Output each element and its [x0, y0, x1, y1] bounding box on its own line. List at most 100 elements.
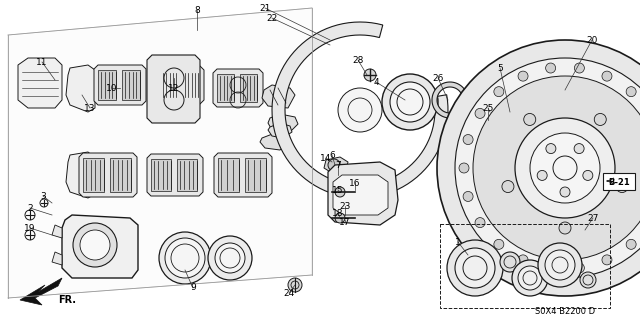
Circle shape [559, 222, 571, 234]
Text: 17: 17 [339, 218, 351, 227]
Text: 9: 9 [190, 284, 196, 292]
Text: 13: 13 [84, 103, 96, 113]
Polygon shape [20, 278, 62, 305]
Circle shape [546, 144, 556, 154]
Circle shape [530, 133, 600, 203]
Polygon shape [156, 66, 204, 104]
Circle shape [580, 272, 596, 288]
Polygon shape [333, 175, 388, 215]
Circle shape [159, 232, 211, 284]
Circle shape [595, 114, 606, 125]
Text: 11: 11 [36, 58, 48, 67]
Text: 21: 21 [259, 4, 271, 12]
Text: 14: 14 [320, 154, 332, 163]
Circle shape [382, 74, 438, 130]
Circle shape [473, 76, 640, 260]
Circle shape [338, 88, 382, 132]
Circle shape [288, 278, 302, 292]
Text: 27: 27 [588, 213, 598, 222]
Text: 18: 18 [332, 209, 344, 218]
Polygon shape [432, 82, 467, 118]
Polygon shape [122, 70, 140, 100]
Circle shape [463, 134, 473, 145]
Polygon shape [217, 74, 234, 102]
Circle shape [459, 163, 469, 173]
Circle shape [515, 118, 615, 218]
Circle shape [463, 191, 473, 202]
Text: 16: 16 [349, 179, 361, 188]
Circle shape [335, 187, 345, 197]
Circle shape [208, 236, 252, 280]
Polygon shape [83, 158, 104, 192]
Polygon shape [94, 65, 146, 105]
Polygon shape [324, 157, 348, 173]
Polygon shape [62, 215, 138, 278]
Polygon shape [160, 71, 176, 99]
Polygon shape [342, 193, 378, 218]
Circle shape [524, 114, 536, 125]
Text: 8: 8 [194, 5, 200, 14]
Polygon shape [262, 85, 295, 108]
Circle shape [626, 239, 636, 249]
Polygon shape [182, 71, 198, 99]
Circle shape [364, 69, 376, 81]
Polygon shape [98, 70, 116, 100]
Text: 10: 10 [106, 84, 118, 92]
Circle shape [455, 58, 640, 278]
Circle shape [626, 87, 636, 97]
Polygon shape [240, 74, 257, 102]
Polygon shape [8, 8, 312, 298]
Circle shape [447, 240, 503, 296]
Circle shape [73, 223, 117, 267]
Text: FR.: FR. [58, 295, 76, 305]
Polygon shape [218, 158, 239, 192]
Polygon shape [177, 159, 197, 191]
Circle shape [500, 252, 520, 272]
Circle shape [574, 63, 584, 73]
Circle shape [512, 260, 548, 296]
Polygon shape [79, 153, 137, 197]
Text: 28: 28 [352, 55, 364, 65]
Circle shape [80, 230, 110, 260]
Polygon shape [268, 123, 292, 138]
Text: 5: 5 [497, 63, 503, 73]
Circle shape [574, 144, 584, 154]
Circle shape [518, 266, 542, 290]
Polygon shape [110, 158, 131, 192]
Circle shape [475, 218, 485, 228]
Polygon shape [52, 252, 62, 265]
Circle shape [475, 108, 485, 118]
Polygon shape [66, 152, 95, 198]
Circle shape [502, 180, 514, 193]
Circle shape [602, 255, 612, 265]
Text: 26: 26 [432, 74, 444, 83]
Circle shape [538, 243, 582, 287]
FancyBboxPatch shape [603, 173, 635, 190]
Text: 4: 4 [373, 77, 379, 86]
Polygon shape [147, 154, 203, 196]
Circle shape [545, 250, 575, 280]
Polygon shape [328, 162, 398, 225]
Text: 15: 15 [332, 186, 344, 195]
Text: 23: 23 [339, 202, 351, 211]
Polygon shape [213, 69, 263, 107]
Circle shape [335, 213, 345, 223]
Polygon shape [482, 105, 504, 122]
Text: 22: 22 [266, 13, 278, 22]
Circle shape [602, 71, 612, 81]
Circle shape [455, 248, 495, 288]
Circle shape [328, 159, 340, 171]
Circle shape [437, 40, 640, 296]
Text: 7: 7 [335, 161, 341, 170]
Polygon shape [151, 159, 171, 191]
Text: 24: 24 [284, 289, 294, 298]
Text: 6: 6 [329, 150, 335, 159]
Polygon shape [268, 114, 298, 132]
Circle shape [560, 187, 570, 197]
Text: 25: 25 [483, 103, 493, 113]
Text: 19: 19 [24, 223, 36, 233]
Text: B-21: B-21 [608, 178, 630, 187]
Polygon shape [66, 65, 95, 112]
Circle shape [546, 63, 556, 73]
Text: 20: 20 [586, 36, 598, 44]
